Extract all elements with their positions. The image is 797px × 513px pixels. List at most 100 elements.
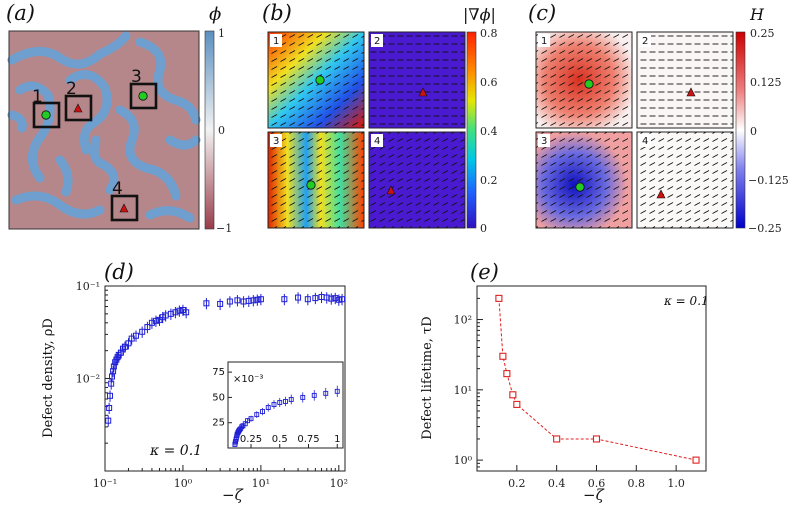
colorbar-c [735,31,746,229]
inset-b-num: 3 [273,136,279,147]
data-point-e [692,456,700,464]
colorbar-c-title: H [749,5,765,24]
kappa-annotation-d: κ = 0.1 [149,443,202,459]
inset-data-point [260,409,265,415]
colorbar-c-tick: 0.25 [750,27,775,40]
panel-a-label: (a) [6,1,35,25]
panel-e-label: (e) [470,260,499,284]
data-point-d [110,363,117,370]
data-point-d [148,319,155,326]
data-point-d [139,328,146,335]
data-point-e [503,370,511,378]
y-tick-label-e: 10¹ [454,384,472,397]
defect-plus-marker [575,182,585,192]
data-point-d [281,296,288,303]
y-tick-label-d: 10⁻¹ [76,280,100,293]
data-point-d [203,300,210,307]
x-tick-label-e: 1.0 [667,477,685,490]
inset-x-tick-label: 0.25 [240,434,262,445]
data-point-e [495,294,503,302]
defect-minus-marker [686,87,696,97]
colorbar-b-tick: 0.6 [480,76,498,89]
panel-d-label: (d) [104,260,134,284]
plot-e-frame [476,285,707,472]
colorbar-a-title: ϕ [209,4,221,25]
defect-plus-marker [584,79,594,89]
x-tick-label-d: 10¹ [252,477,270,490]
y-axis-label-d: Defect density, ρD [41,318,56,438]
data-point-d [226,298,233,305]
data-point-d [254,296,261,303]
data-point-d [121,343,128,350]
colorbar-a [204,30,215,230]
data-point-d [257,296,264,303]
data-point-d [144,324,151,331]
defect-plus-marker [306,180,316,190]
x-tick-label-e: 0.8 [628,477,646,490]
inset-b-num: 1 [273,36,279,47]
colorbar-c-tick: −0.25 [748,222,782,235]
x-tick-label-e: 0.6 [588,477,606,490]
colorbar-b [466,31,477,229]
inset-y-tick-label: 50 [212,392,225,403]
x-tick-label-d: 10² [330,477,348,490]
inset-data-point [311,392,317,398]
y-axis-label-e: Defect lifetime, τD [420,316,435,439]
defect-plus-marker [315,75,325,85]
x-tick-label-e: 0.2 [508,477,526,490]
defect-plus-marker [138,91,148,101]
data-point-d [339,296,346,303]
data-point-d [328,295,335,302]
data-point-e [513,400,521,408]
data-point-d [217,300,224,307]
inset-data-point [300,394,306,400]
data-point-e [499,352,507,360]
data-point-e [509,391,517,399]
data-point-d [312,295,319,302]
defect-minus-marker [418,87,428,97]
panel-b: (b) 1 2 3 4 |∇ϕ| 0.8 0.6 0.4 0.2 0 [262,1,498,235]
box-label-2: 2 [66,79,77,99]
colorbar-b-title: |∇ϕ| [463,5,496,24]
box-label-3: 3 [131,67,142,87]
y-tick-label-e: 10⁰ [454,454,473,467]
data-point-e [553,435,561,443]
phase-field-blue-domains [7,31,201,223]
x-tick-label-d: 10⁻¹ [93,477,117,490]
colorbar-b-tick: 0 [480,222,487,235]
inset-c-num: 1 [541,36,547,47]
colorbar-c-tick: 0.125 [750,76,782,89]
data-point-d [304,296,311,303]
colorbar-a-tick: 1 [218,27,225,40]
colorbar-c-tick: 0 [750,125,757,138]
inset-x-tick-label: 1 [334,434,340,445]
data-point-d [172,309,179,316]
colorbar-b-tick: 0.8 [480,27,498,40]
inset-c-num: 3 [541,136,547,147]
x-axis-label-e: −ζ [583,486,605,504]
inset-x-tick-label: 0.5 [272,434,288,445]
inset-b-num: 4 [374,136,380,147]
box-label-4: 4 [112,179,123,199]
x-tick-label-d: 10⁰ [174,477,193,490]
colorbar-a-tick: 0 [218,124,225,137]
colorbar-c-tick: −0.125 [748,174,789,187]
data-point-d [234,297,241,304]
y-tick-label-d: 10⁻² [76,373,100,386]
data-point-d [152,317,159,324]
y-tick-label-e: 10² [454,314,472,327]
inset-y-tick-label: 75 [212,367,225,378]
defect-boxes [32,82,158,222]
inset-data-point [254,412,260,418]
inset-data-point [323,390,329,396]
defect-minus-marker [73,103,83,113]
data-point-d [176,307,183,314]
x-tick-label-e: 0.4 [548,477,566,490]
colorbar-a-tick: −1 [216,222,232,235]
inset-data-point [265,405,271,410]
inset-data-point [271,402,277,407]
inset-data-point [248,416,254,422]
data-point-d [335,296,342,303]
